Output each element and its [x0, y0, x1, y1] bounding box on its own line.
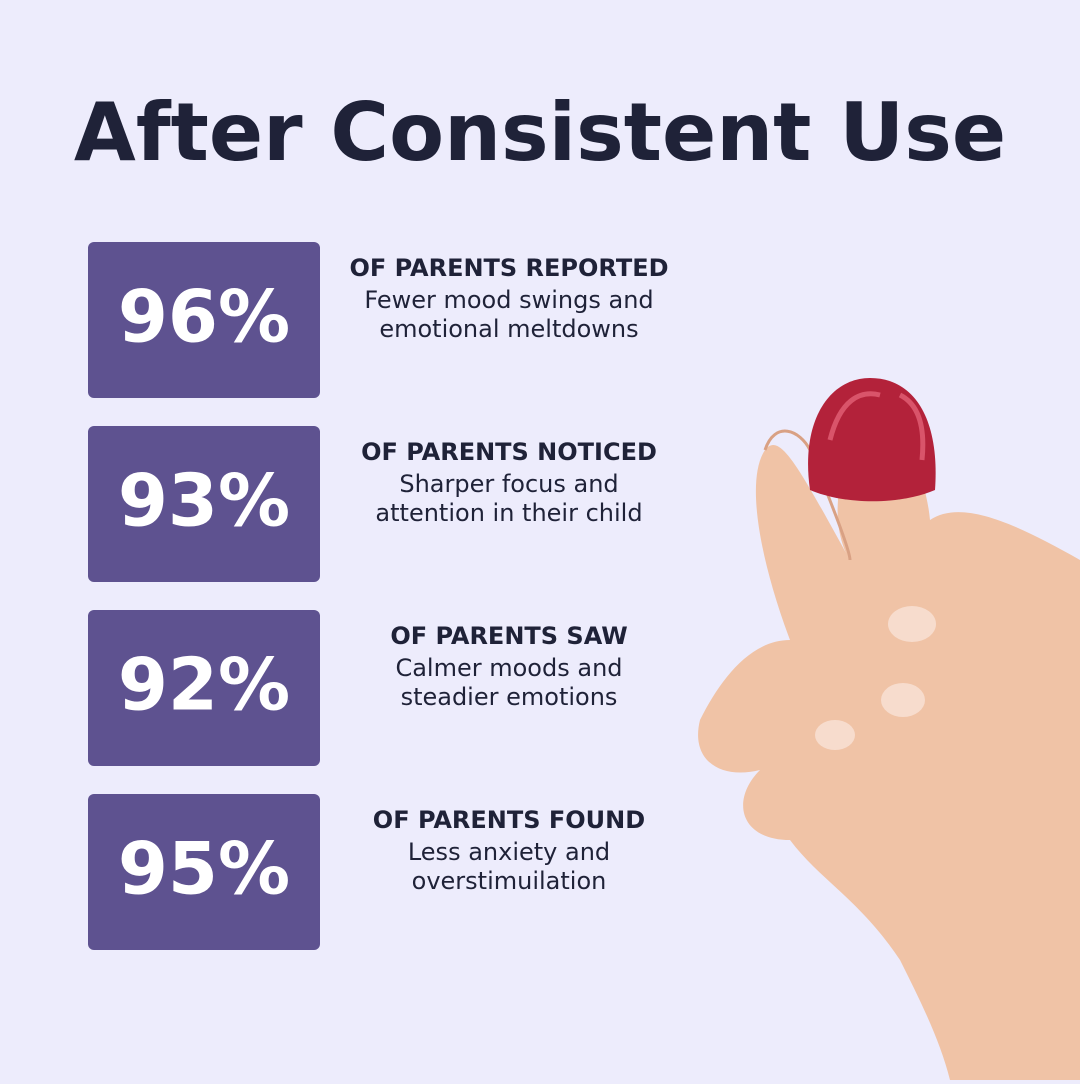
gummy-highlight: [827, 391, 926, 461]
stat-value: 93%: [118, 459, 290, 543]
stat-description: steadier emotions: [401, 683, 618, 711]
stats-list: 96% OF PARENTS REPORTED Fewer mood swings …: [88, 242, 669, 950]
hand-illustration: [698, 378, 1080, 1080]
stat-heading: OF PARENTS SAW: [390, 622, 627, 650]
stat-description: overstimuilation: [412, 867, 607, 895]
stat-box: [88, 242, 320, 398]
stat-description: Sharper focus and: [399, 470, 618, 498]
title: After Consistent Use: [74, 86, 1006, 179]
stat-heading: OF PARENTS REPORTED: [349, 254, 668, 282]
gummy: [808, 378, 936, 502]
stat-description: Less anxiety and: [408, 838, 610, 866]
stat-heading: OF PARENTS FOUND: [373, 806, 645, 834]
stat-value: 96%: [118, 275, 290, 359]
hand: [698, 440, 1080, 1080]
stat-box: [88, 426, 320, 582]
stat-value: 92%: [118, 643, 290, 727]
stat-heading: OF PARENTS NOTICED: [361, 438, 657, 466]
stat-description: Fewer mood swings and: [364, 286, 653, 314]
stat-box: [88, 794, 320, 950]
stat-box: [88, 610, 320, 766]
stat-description: attention in their child: [375, 499, 642, 527]
nail: [815, 720, 855, 750]
stat-description: emotional meltdowns: [379, 315, 638, 343]
stat-value: 95%: [118, 827, 290, 911]
nail: [881, 683, 925, 717]
nail: [888, 606, 936, 642]
stat-description: Calmer moods and: [395, 654, 622, 682]
